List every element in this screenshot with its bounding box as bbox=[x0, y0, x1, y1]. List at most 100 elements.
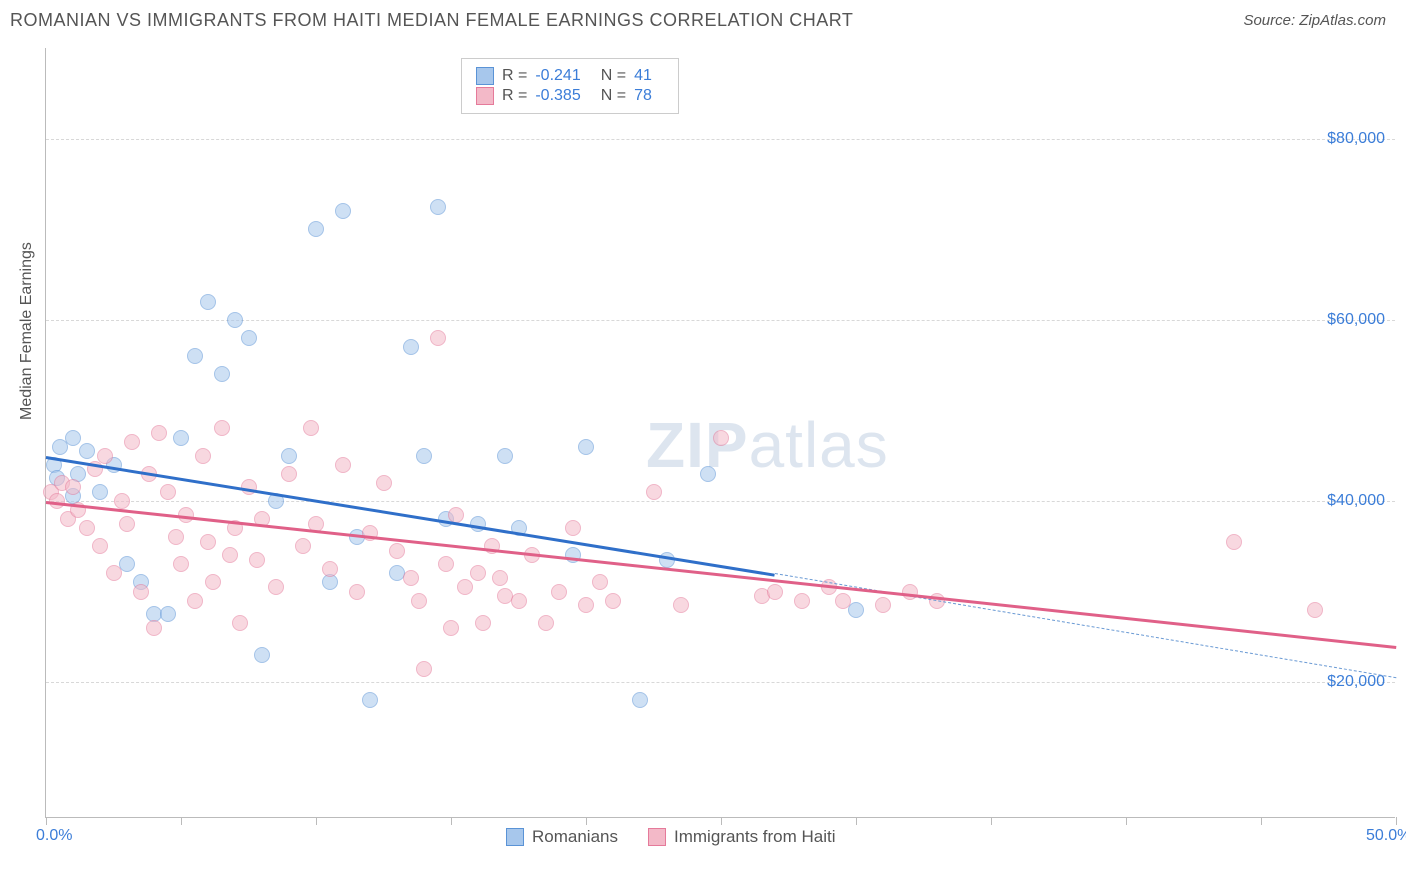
scatter-chart: ZIPatlas $20,000$40,000$60,000$80,0000.0… bbox=[45, 48, 1395, 818]
data-point bbox=[443, 620, 459, 636]
data-point bbox=[335, 203, 351, 219]
data-point bbox=[303, 420, 319, 436]
x-tick bbox=[991, 817, 992, 825]
watermark: ZIPatlas bbox=[646, 408, 889, 482]
data-point bbox=[65, 479, 81, 495]
data-point bbox=[713, 430, 729, 446]
data-point bbox=[249, 552, 265, 568]
x-tick bbox=[1396, 817, 1397, 825]
data-point bbox=[106, 565, 122, 581]
data-point bbox=[119, 556, 135, 572]
data-point bbox=[200, 294, 216, 310]
grid-line bbox=[46, 320, 1395, 321]
grid-line bbox=[46, 682, 1395, 683]
data-point bbox=[308, 221, 324, 237]
r-value: -0.385 bbox=[535, 87, 580, 105]
data-point bbox=[322, 561, 338, 577]
data-point bbox=[214, 420, 230, 436]
legend-label: Romanians bbox=[532, 827, 618, 847]
x-tick bbox=[1261, 817, 1262, 825]
data-point bbox=[146, 620, 162, 636]
data-point bbox=[565, 520, 581, 536]
data-point bbox=[214, 366, 230, 382]
data-point bbox=[673, 597, 689, 613]
x-tick bbox=[316, 817, 317, 825]
header: ROMANIAN VS IMMIGRANTS FROM HAITI MEDIAN… bbox=[0, 0, 1406, 36]
data-point bbox=[254, 647, 270, 663]
x-tick-label: 50.0% bbox=[1366, 827, 1406, 845]
grid-line bbox=[46, 139, 1395, 140]
data-point bbox=[578, 597, 594, 613]
legend-label: Immigrants from Haiti bbox=[674, 827, 836, 847]
data-point bbox=[767, 584, 783, 600]
data-point bbox=[875, 597, 891, 613]
r-value: -0.241 bbox=[535, 67, 580, 85]
data-point bbox=[632, 692, 648, 708]
data-point bbox=[835, 593, 851, 609]
data-point bbox=[124, 434, 140, 450]
n-value: 78 bbox=[634, 87, 652, 105]
chart-title: ROMANIAN VS IMMIGRANTS FROM HAITI MEDIAN… bbox=[10, 10, 853, 31]
trend-line bbox=[46, 501, 1396, 648]
data-point bbox=[205, 574, 221, 590]
data-point bbox=[578, 439, 594, 455]
data-point bbox=[227, 312, 243, 328]
data-point bbox=[403, 570, 419, 586]
x-tick bbox=[721, 817, 722, 825]
data-point bbox=[232, 615, 248, 631]
y-tick-label: $40,000 bbox=[1327, 492, 1385, 510]
data-point bbox=[497, 448, 513, 464]
correlation-legend: R =-0.241N =41R =-0.385N =78 bbox=[461, 58, 679, 114]
y-tick-label: $80,000 bbox=[1327, 130, 1385, 148]
grid-line bbox=[46, 501, 1395, 502]
data-point bbox=[376, 475, 392, 491]
y-axis-label: Median Female Earnings bbox=[18, 242, 36, 420]
data-point bbox=[416, 448, 432, 464]
data-point bbox=[119, 516, 135, 532]
data-point bbox=[448, 507, 464, 523]
data-point bbox=[411, 593, 427, 609]
trend-line bbox=[46, 456, 775, 576]
n-value: 41 bbox=[634, 67, 652, 85]
data-point bbox=[565, 547, 581, 563]
x-tick bbox=[856, 817, 857, 825]
x-tick bbox=[451, 817, 452, 825]
data-point bbox=[438, 556, 454, 572]
data-point bbox=[592, 574, 608, 590]
data-point bbox=[268, 579, 284, 595]
data-point bbox=[187, 593, 203, 609]
data-point bbox=[551, 584, 567, 600]
data-point bbox=[848, 602, 864, 618]
data-point bbox=[160, 484, 176, 500]
data-point bbox=[403, 339, 419, 355]
series-legend: Romanians Immigrants from Haiti bbox=[506, 827, 836, 847]
legend-swatch bbox=[476, 87, 494, 105]
data-point bbox=[492, 570, 508, 586]
data-point bbox=[794, 593, 810, 609]
n-label: N = bbox=[601, 87, 626, 105]
data-point bbox=[173, 556, 189, 572]
data-point bbox=[416, 661, 432, 677]
data-point bbox=[222, 547, 238, 563]
data-point bbox=[200, 534, 216, 550]
data-point bbox=[173, 430, 189, 446]
data-point bbox=[160, 606, 176, 622]
source-label: Source: ZipAtlas.com bbox=[1243, 12, 1386, 29]
data-point bbox=[195, 448, 211, 464]
data-point bbox=[241, 330, 257, 346]
data-point bbox=[470, 565, 486, 581]
data-point bbox=[168, 529, 184, 545]
legend-item: Immigrants from Haiti bbox=[648, 827, 836, 847]
data-point bbox=[349, 584, 365, 600]
data-point bbox=[335, 457, 351, 473]
data-point bbox=[79, 520, 95, 536]
data-point bbox=[1307, 602, 1323, 618]
r-label: R = bbox=[502, 67, 527, 85]
data-point bbox=[1226, 534, 1242, 550]
x-tick bbox=[1126, 817, 1127, 825]
data-point bbox=[151, 425, 167, 441]
r-label: R = bbox=[502, 87, 527, 105]
legend-swatch bbox=[648, 828, 666, 846]
data-point bbox=[133, 584, 149, 600]
data-point bbox=[79, 443, 95, 459]
